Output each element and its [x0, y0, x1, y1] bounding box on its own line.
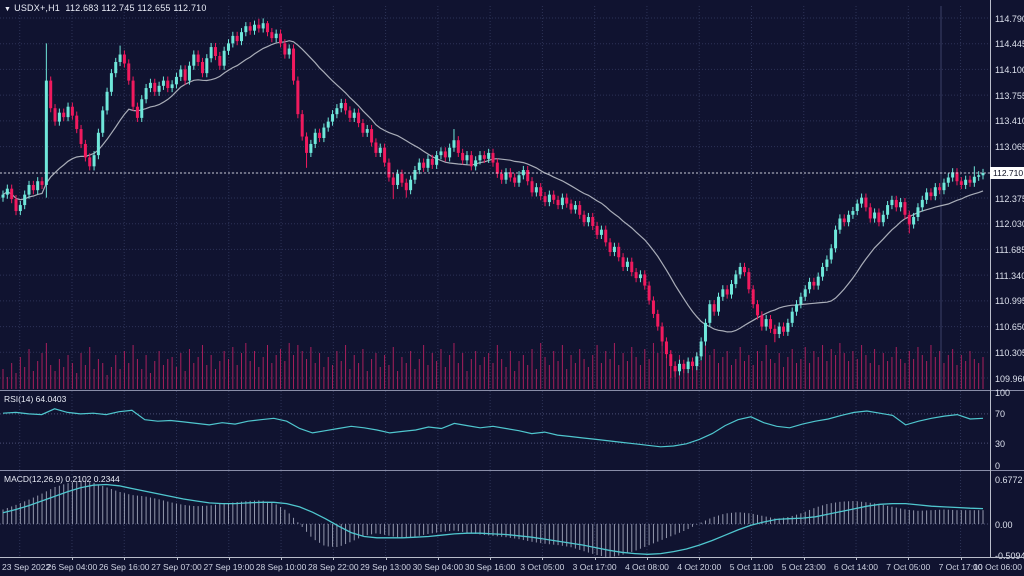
- price-axis-label: 114.100: [995, 64, 1024, 75]
- current-price-value: 112.710: [993, 168, 1024, 179]
- rsi-gridlines: [0, 391, 990, 470]
- time-axis-label: 28 Sep 22:00: [308, 562, 359, 572]
- time-axis-label: 3 Oct 05:00: [520, 562, 565, 572]
- macd-axis-label: -0.5094: [995, 551, 1024, 561]
- time-axis-label: 28 Sep 10:00: [255, 562, 307, 572]
- main-gridlines: [0, 6, 990, 390]
- time-axis-tick: [437, 557, 439, 560]
- time-axis-label: 5 Oct 23:00: [781, 562, 826, 572]
- chart-title: ▼ USDX+,H1 112.683 112.745 112.655 112.71…: [4, 3, 207, 13]
- candlesticks: [1, 18, 985, 378]
- rsi-indicator-label: RSI(14) 64.0403: [4, 394, 67, 404]
- time-axis-tick: [856, 557, 858, 560]
- volume-bars: [2, 343, 984, 389]
- time-axis-tick: [751, 557, 753, 560]
- time-axis-tick: [908, 557, 910, 560]
- price-axis-label: 113.410: [995, 116, 1024, 127]
- price-axis-label: 109.960: [995, 373, 1024, 384]
- time-axis-tick: [646, 557, 648, 560]
- time-axis-label: 4 Oct 20:00: [677, 562, 722, 572]
- price-axis-label: 114.445: [995, 39, 1024, 50]
- time-axis-tick: [699, 557, 701, 560]
- macd-panel[interactable]: [0, 471, 990, 557]
- time-axis-tick: [176, 557, 178, 560]
- time-axis-label: 7 Oct 05:00: [886, 562, 931, 572]
- price-axis-label: 111.685: [995, 244, 1024, 255]
- ohlc-readout: 112.683 112.745 112.655 112.710: [65, 3, 207, 13]
- rsi-line: [2, 408, 984, 448]
- time-axis-tick: [228, 557, 230, 560]
- time-axis-label: 30 Sep 16:00: [464, 562, 516, 572]
- price-axis-label: 110.995: [995, 296, 1024, 307]
- macd-indicator-label: MACD(12,26,9) 0.2102 0.2344: [4, 474, 120, 484]
- time-axis-label: 26 Sep 04:00: [46, 562, 98, 572]
- price-axis-label: 110.650: [995, 322, 1024, 333]
- time-axis-label: 10 Oct 06:00: [973, 562, 1022, 572]
- main-price-panel[interactable]: [0, 0, 990, 390]
- symbol-marker-icon: ▼: [4, 6, 12, 13]
- rsi-axis-label: 100: [995, 387, 1011, 398]
- time-axis-label: 29 Sep 13:00: [360, 562, 411, 572]
- time-axis-label: 4 Oct 08:00: [624, 562, 669, 572]
- time-axis-tick: [490, 557, 492, 560]
- price-axis-label: 113.755: [995, 90, 1024, 101]
- time-axis-label: 6 Oct 14:00: [834, 562, 878, 572]
- time-axis-tick: [960, 557, 962, 560]
- time-axis[interactable]: 23 Sep 2022 26 Sep 04:00 26 Sep 16:00 27 Se…: [0, 557, 1024, 576]
- price-axis-label: 112.375: [995, 193, 1024, 204]
- macd-axis-label: 0.6772: [995, 474, 1023, 485]
- time-axis-label: 27 Sep 07:00: [151, 562, 202, 572]
- symbol-timeframe-label: USDX+,H1: [14, 3, 61, 13]
- macd-gridlines: [0, 471, 990, 557]
- rsi-axis-label: 70: [995, 409, 1006, 420]
- macd-axis-label: 0.00: [995, 519, 1013, 530]
- time-axis-tick: [594, 557, 596, 560]
- time-axis-label: 5 Oct 11:00: [729, 562, 774, 572]
- time-axis-tick: [385, 557, 387, 560]
- macd-histogram: [2, 480, 984, 557]
- price-axis[interactable]: 114.790 114.445 114.100 113.755 113.410 113.0…: [990, 0, 1024, 561]
- time-axis-label: 3 Oct 17:00: [572, 562, 617, 572]
- time-axis-tick: [333, 557, 335, 560]
- price-axis-label: 112.030: [995, 219, 1024, 230]
- time-axis-line: [0, 557, 1024, 558]
- time-axis-tick: [803, 557, 805, 560]
- price-axis-label: 113.065: [995, 142, 1024, 153]
- price-axis-label: 110.305: [995, 347, 1024, 358]
- time-axis-label: 30 Sep 04:00: [412, 562, 464, 572]
- price-axis-label: 114.790: [995, 13, 1024, 24]
- panel-separator[interactable]: [0, 390, 1024, 391]
- time-axis-tick: [281, 557, 283, 560]
- time-axis-label: 27 Sep 19:00: [203, 562, 255, 572]
- macd-signal-line: [2, 483, 984, 555]
- price-axis-label: 111.340: [995, 270, 1024, 281]
- panel-separator[interactable]: [0, 470, 1024, 471]
- time-axis-tick: [71, 557, 73, 560]
- time-axis-tick: [542, 557, 544, 560]
- rsi-axis-label: 30: [995, 438, 1006, 449]
- time-axis-tick: [124, 557, 126, 560]
- current-price-tag: 112.710: [990, 167, 1024, 180]
- rsi-panel[interactable]: [0, 391, 990, 470]
- time-axis-label: 26 Sep 16:00: [98, 562, 150, 572]
- rsi-axis-label: 0: [995, 460, 1001, 471]
- time-axis-label: 7 Oct 17:00: [938, 562, 983, 572]
- time-axis-label: 23 Sep 2022: [2, 562, 51, 572]
